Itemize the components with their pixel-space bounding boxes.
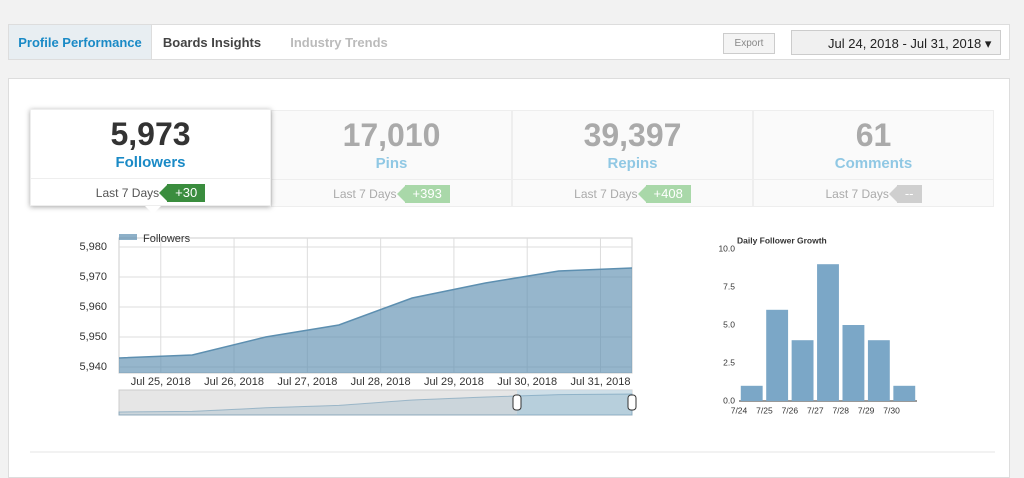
y-tick-label: 5,960 — [79, 301, 107, 313]
x-tick-label: Jul 27, 2018 — [277, 376, 337, 388]
charts: 5,940 5,950 5,960 5,970 5,980 Jul 25, 2018 Jul… — [30, 233, 995, 453]
metric-label: Repins — [607, 155, 658, 172]
metric-label: Followers — [115, 154, 186, 171]
y-tick-label: 5,940 — [79, 361, 107, 373]
metric-card: 61 Comments Last 7 Days -- — [753, 110, 994, 207]
period: Last 7 Days — [825, 187, 889, 201]
legend-label: Followers — [143, 233, 191, 245]
x-tick-label: 7/29 — [858, 405, 875, 415]
metric-value: 39,397 — [583, 117, 682, 153]
x-tick-label: 7/24 — [731, 405, 748, 415]
x-tick-label: Jul 26, 2018 — [204, 376, 264, 388]
pointer — [145, 206, 161, 222]
y-tick-label: 5,970 — [79, 271, 107, 283]
line — [118, 267, 633, 359]
y-tick-label: 10.0 — [718, 243, 735, 253]
metric-value: 61 — [855, 117, 892, 153]
y-tick-label: 5,980 — [79, 241, 107, 253]
y-tick-label: 0.0 — [723, 395, 735, 405]
x-tick-label: 7/27 — [807, 405, 824, 415]
y-tick-label: 2.5 — [723, 357, 735, 367]
period: Last 7 Days — [574, 187, 638, 201]
bar — [766, 309, 789, 401]
change-badge: +408 — [637, 185, 691, 203]
x-tick-label: Jul 31, 2018 — [571, 376, 631, 388]
metric-footer: Last 7 Days +408 — [513, 179, 752, 208]
metric-value: 17,010 — [342, 117, 441, 153]
period: Last 7 Days — [333, 187, 397, 201]
area — [119, 268, 632, 373]
metric-label: Comments — [834, 155, 913, 172]
navigator-handle — [512, 394, 522, 411]
metric-card: 17,010 Pins Last 7 Days +393 — [271, 110, 512, 207]
bar — [791, 340, 814, 401]
export-button[interactable]: Export — [723, 33, 775, 54]
bar — [817, 264, 839, 401]
x-tick-label: Jul 29, 2018 — [424, 376, 484, 388]
y-tick-label: 7.5 — [723, 281, 735, 291]
x-tick-label: Jul 30, 2018 — [497, 376, 557, 388]
period: Last 7 Days — [95, 186, 160, 200]
page: Profile Performance Boards Insights Indu… — [8, 24, 1010, 478]
x-tick-label: 7/30 — [883, 405, 900, 415]
legend-swatch — [119, 234, 137, 240]
metric-card: 5,973 Followers Last 7 Days +30 — [30, 109, 271, 214]
y-tick-label: 5,950 — [79, 331, 107, 343]
bar — [842, 325, 865, 401]
metric-label: Pins — [375, 155, 408, 172]
change-badge: +30 — [159, 184, 206, 202]
metric-value: 5,973 — [110, 116, 191, 152]
navigator-handle — [627, 394, 637, 411]
y-tick-label: 5.0 — [723, 319, 735, 329]
metric-footer: Last 7 Days +30 — [31, 178, 270, 207]
metric-card: 39,397 Repins Last 7 Days +408 — [512, 110, 753, 207]
bar — [867, 340, 890, 401]
chart-title: Daily Follower Growth — [737, 235, 827, 245]
change-badge: -- — [888, 185, 922, 203]
x-tick-label: 7/26 — [782, 405, 799, 415]
metric-footer: Last 7 Days +393 — [272, 179, 511, 208]
x-tick-label: Jul 28, 2018 — [351, 376, 411, 388]
change-badge: +393 — [396, 185, 450, 203]
metric-footer: Last 7 Days -- — [754, 179, 993, 208]
toolbar: Profile Performance Boards Insights Indu… — [8, 24, 1010, 60]
date-range: Jul 24, 2018 - Jul 31, 2018 — [828, 36, 982, 51]
x-tick-label: 7/25 — [756, 405, 773, 415]
tab[interactable]: Profile Performance — [9, 25, 152, 59]
tab[interactable]: Industry Trends — [290, 35, 388, 50]
tab[interactable]: Boards Insights — [162, 35, 262, 50]
bar — [740, 385, 763, 401]
x-tick-label: 7/28 — [832, 405, 849, 415]
x-tick-label: Jul 25, 2018 — [131, 376, 191, 388]
bar — [893, 385, 916, 401]
date-picker[interactable]: Jul 24, 2018 - Jul 31, 2018 ▾ — [791, 30, 1001, 55]
